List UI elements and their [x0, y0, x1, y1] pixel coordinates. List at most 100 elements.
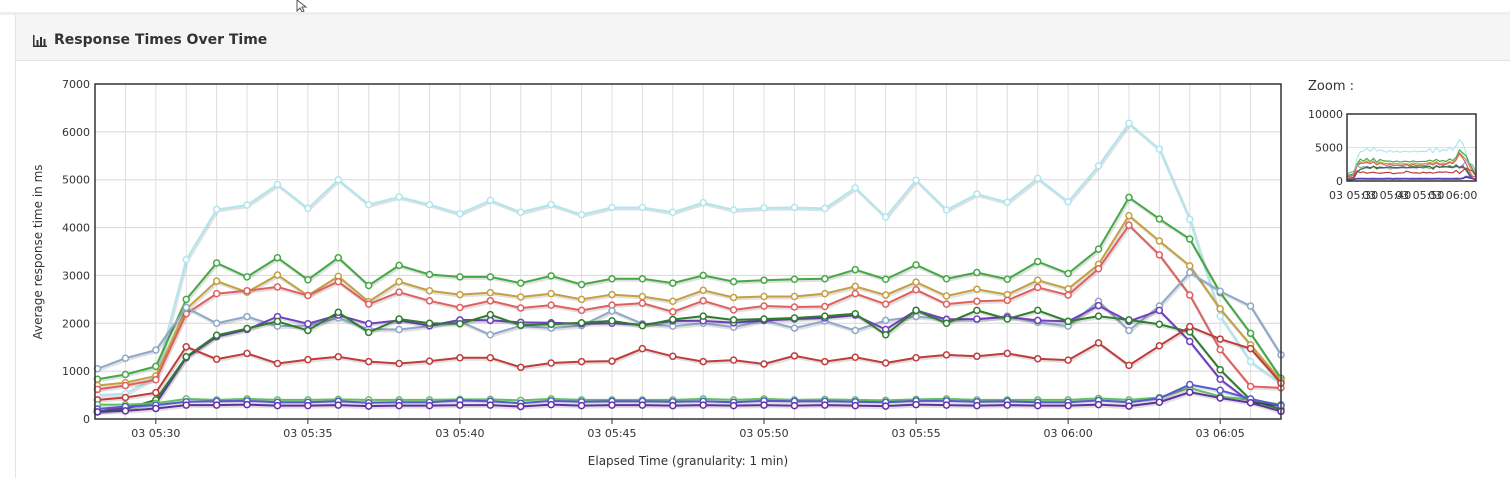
- data-point[interactable]: [1246, 344, 1255, 353]
- data-point[interactable]: [1125, 316, 1133, 324]
- data-point[interactable]: [395, 359, 403, 368]
- data-point[interactable]: [1064, 317, 1072, 326]
- data-point[interactable]: [669, 401, 677, 410]
- data-point[interactable]: [638, 292, 647, 301]
- data-point[interactable]: [364, 328, 373, 337]
- data-point[interactable]: [729, 306, 738, 314]
- data-point[interactable]: [364, 200, 373, 209]
- data-point[interactable]: [486, 273, 495, 281]
- data-point[interactable]: [152, 376, 160, 384]
- data-point[interactable]: [395, 261, 403, 270]
- data-point[interactable]: [1125, 221, 1133, 229]
- data-point[interactable]: [638, 344, 647, 353]
- data-point[interactable]: [243, 286, 251, 295]
- data-point[interactable]: [516, 293, 525, 301]
- data-point[interactable]: [395, 325, 403, 334]
- data-point[interactable]: [851, 326, 860, 335]
- data-point[interactable]: [486, 196, 495, 205]
- data-point[interactable]: [364, 320, 373, 328]
- data-point[interactable]: [1155, 145, 1164, 153]
- data-point[interactable]: [547, 289, 555, 298]
- data-point[interactable]: [1064, 401, 1072, 410]
- data-point[interactable]: [577, 401, 586, 410]
- data-point[interactable]: [1125, 361, 1133, 370]
- data-point[interactable]: [182, 295, 190, 304]
- data-point[interactable]: [577, 319, 586, 327]
- data-point[interactable]: [790, 292, 799, 301]
- data-point[interactable]: [486, 297, 495, 305]
- series-2[interactable]: [93, 211, 1285, 390]
- data-point[interactable]: [851, 309, 860, 318]
- data-point[interactable]: [516, 208, 525, 217]
- data-point[interactable]: [729, 316, 738, 324]
- data-point[interactable]: [1003, 349, 1012, 358]
- data-point[interactable]: [1003, 401, 1012, 409]
- data-point[interactable]: [547, 301, 555, 309]
- data-point[interactable]: [1125, 402, 1133, 410]
- data-point[interactable]: [790, 203, 799, 212]
- data-point[interactable]: [608, 307, 616, 315]
- data-point[interactable]: [1186, 388, 1194, 396]
- data-point[interactable]: [729, 356, 738, 364]
- data-point[interactable]: [304, 291, 312, 300]
- data-point[interactable]: [1033, 306, 1042, 315]
- data-point[interactable]: [243, 201, 251, 209]
- data-point[interactable]: [486, 353, 495, 362]
- data-point[interactable]: [121, 354, 130, 362]
- data-point[interactable]: [121, 370, 130, 379]
- data-point[interactable]: [669, 297, 677, 306]
- series-line[interactable]: [97, 383, 1282, 410]
- data-point[interactable]: [790, 275, 799, 284]
- data-point[interactable]: [1033, 401, 1042, 410]
- data-point[interactable]: [121, 393, 130, 402]
- data-point[interactable]: [395, 315, 403, 323]
- data-point[interactable]: [608, 357, 616, 365]
- data-point[interactable]: [334, 277, 343, 286]
- data-point[interactable]: [182, 255, 190, 264]
- data-point[interactable]: [456, 273, 464, 281]
- data-point[interactable]: [1155, 306, 1164, 315]
- data-point[interactable]: [638, 299, 647, 307]
- data-point[interactable]: [1186, 215, 1194, 224]
- data-point[interactable]: [669, 315, 677, 324]
- data-point[interactable]: [1064, 285, 1072, 293]
- data-point[interactable]: [1186, 380, 1194, 389]
- series-line[interactable]: [97, 309, 1282, 413]
- data-point[interactable]: [547, 320, 555, 328]
- data-point[interactable]: [152, 346, 160, 354]
- data-point[interactable]: [1033, 283, 1042, 292]
- data-point[interactable]: [243, 273, 251, 281]
- data-point[interactable]: [912, 176, 920, 184]
- data-point[interactable]: [547, 359, 555, 367]
- data-point[interactable]: [821, 312, 829, 320]
- data-point[interactable]: [608, 203, 616, 212]
- data-point[interactable]: [273, 253, 282, 262]
- data-point[interactable]: [334, 175, 343, 184]
- data-point[interactable]: [699, 401, 707, 409]
- data-point[interactable]: [821, 289, 829, 298]
- data-point[interactable]: [1216, 305, 1224, 313]
- series-0[interactable]: [93, 119, 1285, 399]
- data-point[interactable]: [881, 300, 890, 308]
- data-point[interactable]: [1186, 291, 1194, 299]
- data-point[interactable]: [790, 303, 799, 311]
- data-point[interactable]: [1003, 315, 1012, 323]
- data-point[interactable]: [516, 279, 525, 287]
- series-line[interactable]: [97, 391, 1282, 413]
- series-line[interactable]: [97, 121, 1282, 397]
- zoom-overview[interactable]: [1347, 113, 1477, 182]
- data-point[interactable]: [182, 353, 190, 361]
- data-point[interactable]: [182, 303, 190, 312]
- data-point[interactable]: [760, 302, 768, 310]
- data-point[interactable]: [1094, 301, 1103, 310]
- data-point[interactable]: [1155, 215, 1164, 223]
- data-point[interactable]: [1216, 386, 1224, 395]
- data-point[interactable]: [212, 319, 221, 328]
- data-point[interactable]: [516, 402, 525, 411]
- data-point[interactable]: [577, 306, 586, 315]
- series-1[interactable]: [93, 193, 1285, 384]
- data-point[interactable]: [212, 355, 221, 363]
- data-point[interactable]: [881, 275, 890, 284]
- data-point[interactable]: [121, 407, 130, 415]
- data-point[interactable]: [212, 401, 221, 409]
